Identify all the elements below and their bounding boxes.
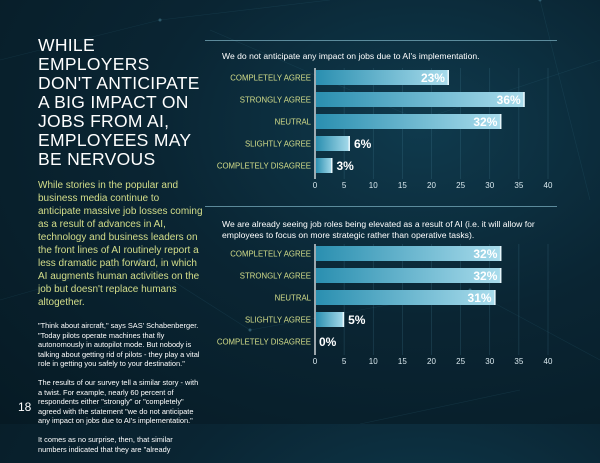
chart-2-category-label: COMPLETELY DISAGREE — [217, 338, 311, 347]
article-intro: While stories in the popular and busines… — [38, 180, 203, 308]
chart-1-value-label: 6% — [354, 137, 372, 151]
chart-2-value-label: 0% — [319, 335, 337, 349]
chart-2-x-tick-label: 10 — [369, 357, 378, 366]
chart-2-category-label: SLIGHTLY AGREE — [245, 316, 311, 325]
chart-2-top-divider — [205, 206, 557, 207]
chart-1-value-label: 32% — [473, 115, 497, 129]
chart-1-top-divider — [205, 40, 557, 41]
chart-1-value-label: 36% — [497, 93, 521, 107]
chart-1-bar-edge — [523, 92, 525, 107]
chart-1-bar — [316, 114, 502, 129]
article-column: WHILE EMPLOYERS DON'T ANTICIPATE A BIG I… — [38, 36, 203, 463]
chart-2-category-label: NEUTRAL — [275, 294, 312, 303]
chart-1-x-tick-label: 10 — [369, 181, 378, 190]
chart-1-category-label: COMPLETELY DISAGREE — [217, 162, 311, 171]
chart-2-bar — [316, 290, 496, 305]
background-network-lines — [0, 0, 600, 424]
chart-1-category-label: SLIGHTLY AGREE — [245, 140, 311, 149]
chart-1-x-tick-label: 40 — [544, 181, 553, 190]
chart-1-value-label: 23% — [421, 71, 445, 85]
chart-1-x-tick-label: 0 — [313, 181, 318, 190]
chart-1-bar-edge — [330, 158, 333, 173]
chart-2-x-tick-label: 30 — [485, 357, 494, 366]
article-quote: "Think about aircraft," says SAS' Schabe… — [38, 321, 200, 369]
article-headline: WHILE EMPLOYERS DON'T ANTICIPATE A BIG I… — [38, 35, 200, 169]
chart-2-bar — [316, 312, 345, 327]
chart-2-bar — [316, 246, 502, 261]
chart-2-x-tick-label: 25 — [456, 357, 465, 366]
chart-1-title: We do not anticipate any impact on jobs … — [222, 51, 480, 61]
chart-1-bar-edge — [348, 136, 350, 151]
chart-1-x-tick-label: 20 — [427, 181, 436, 190]
chart-1-category-label: NEUTRAL — [275, 118, 312, 127]
chart-2-value-label: 5% — [348, 313, 366, 327]
chart-1-bar — [316, 158, 333, 173]
chart-2-x-tick-label: 35 — [514, 357, 523, 366]
chart-1-value-label: 3% — [336, 159, 354, 173]
chart-2-bar-edge — [499, 268, 502, 283]
chart-1-x-tick-label: 15 — [398, 181, 407, 190]
chart-2-value-label: 31% — [468, 291, 492, 305]
chart-1-category-label: COMPLETELY AGREE — [230, 74, 311, 83]
chart-2-category-label: COMPLETELY AGREE — [230, 250, 311, 259]
chart-1-bar — [316, 92, 525, 107]
chart-2-x-tick-label: 40 — [544, 357, 553, 366]
chart-2-x-tick-label: 20 — [427, 357, 436, 366]
chart-2-bar-edge — [499, 246, 502, 261]
chart-2-bar — [316, 268, 502, 283]
chart-2-title: We are already seeing job roles being el… — [222, 219, 535, 240]
chart-2-x-tick-label: 5 — [342, 357, 347, 366]
chart-1-bar — [316, 136, 350, 151]
chart-1-x-tick-label: 35 — [514, 181, 523, 190]
chart-2-value-label: 32% — [473, 269, 497, 283]
chart-1-category-label: STRONGLY AGREE — [240, 96, 311, 105]
chart-1-bar-edge — [447, 70, 449, 85]
chart-2-x-tick-label: 0 — [313, 357, 318, 366]
chart-1-x-tick-label: 5 — [342, 181, 347, 190]
chart-1-bar — [316, 70, 449, 85]
chart-1-x-tick-label: 25 — [456, 181, 465, 190]
page-number: 18 — [18, 400, 32, 414]
chart-1: COMPLETELY AGREE 23% STRONGLY AGREE 36% NEUT… — [217, 68, 553, 190]
chart-2-bar-edge — [494, 290, 496, 305]
article-paragraph-3: It comes as no surprise, then, that simi… — [38, 434, 173, 454]
chart-2-x-tick-label: 15 — [398, 357, 407, 366]
chart-2: COMPLETELY AGREE 32% STRONGLY AGREE 32% NEUT… — [217, 244, 553, 366]
article-paragraph-2: The results of our survey tell a similar… — [38, 377, 199, 426]
chart-2-value-label: 32% — [473, 247, 497, 261]
chart-2-bar-edge — [342, 312, 345, 327]
chart-1-bar-edge — [499, 114, 502, 129]
chart-2-category-label: STRONGLY AGREE — [240, 272, 311, 281]
chart-1-x-tick-label: 30 — [485, 181, 494, 190]
